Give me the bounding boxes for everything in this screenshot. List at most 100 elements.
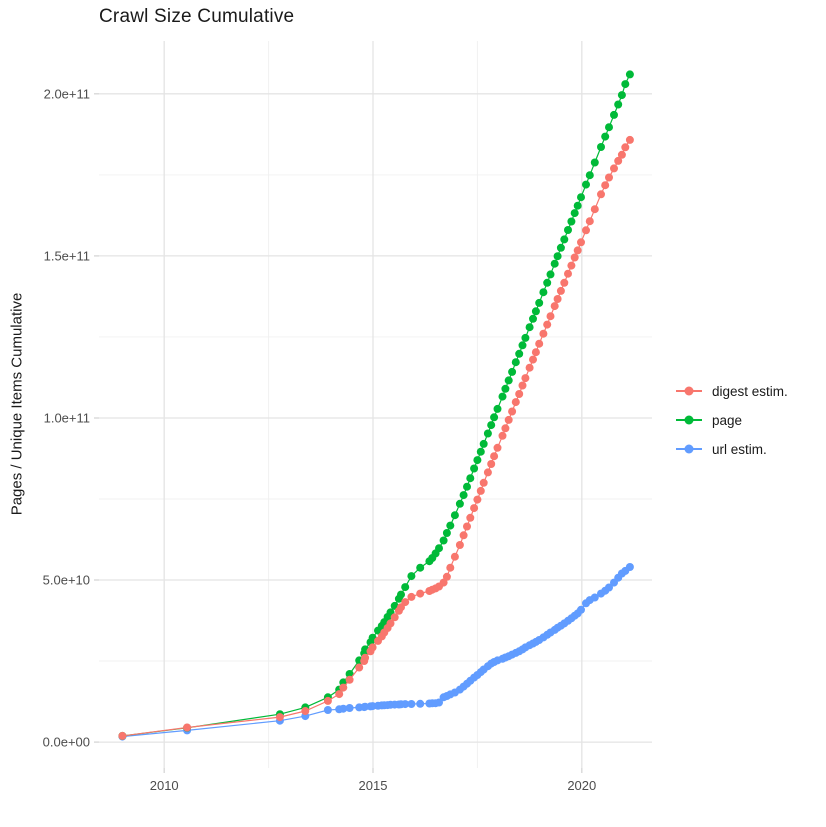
- data-point-page: [397, 590, 405, 599]
- data-point-page: [605, 123, 613, 132]
- data-point-page: [570, 209, 579, 218]
- data-point-digest-estim: [416, 589, 425, 598]
- legend: digest estim. page url estim.: [676, 382, 788, 469]
- data-point-page: [539, 288, 548, 297]
- data-point-digest-estim: [487, 460, 496, 468]
- x-tick-label: 2020: [567, 778, 596, 793]
- legend-item-page: page: [676, 411, 788, 429]
- data-point-digest-estim: [614, 156, 623, 165]
- data-point-page: [450, 511, 459, 520]
- data-point-digest-estim: [521, 374, 530, 383]
- data-point-page: [459, 491, 468, 500]
- data-point-digest-estim: [573, 246, 582, 255]
- data-point-digest-estim: [546, 312, 555, 321]
- data-point-page: [473, 456, 482, 465]
- series-line-url-estim: [122, 566, 631, 738]
- data-point-page: [416, 563, 425, 572]
- data-point-page: [597, 143, 605, 151]
- legend-key-page: [676, 414, 702, 426]
- data-point-digest-estim: [511, 398, 520, 407]
- data-point-url-estim: [407, 700, 416, 708]
- data-point-digest-estim: [470, 504, 479, 513]
- data-point-digest-estim: [597, 190, 605, 199]
- data-point-digest-estim: [368, 643, 377, 652]
- data-point-digest-estim: [539, 329, 548, 338]
- x-tick-label: 2010: [150, 778, 179, 793]
- data-point-page: [521, 333, 530, 342]
- data-point-digest-estim: [543, 320, 552, 329]
- data-point-page: [590, 158, 599, 167]
- data-point-digest-estim: [323, 696, 332, 705]
- data-point-page: [498, 392, 507, 401]
- data-point-digest-estim: [361, 653, 370, 662]
- data-point-digest-estim: [570, 253, 579, 262]
- data-point-digest-estim: [531, 348, 540, 357]
- data-point-digest-estim: [515, 390, 524, 398]
- data-point-digest-estim: [345, 675, 354, 684]
- data-point-page: [546, 270, 555, 279]
- data-point-digest-estim: [390, 613, 399, 622]
- data-point-page: [614, 100, 623, 109]
- data-point-digest-estim: [275, 713, 284, 722]
- data-point-digest-estim: [339, 683, 348, 692]
- data-point-page: [483, 429, 492, 438]
- data-point-digest-estim: [118, 731, 127, 740]
- data-point-url-estim: [323, 706, 332, 714]
- data-point-page: [446, 521, 455, 530]
- data-point-digest-estim: [439, 578, 448, 587]
- data-point-digest-estim: [401, 598, 410, 607]
- data-point-digest-estim: [529, 355, 537, 364]
- x-tick-label: 2015: [359, 778, 388, 793]
- data-point-page: [493, 404, 502, 413]
- data-point-digest-estim: [605, 173, 613, 182]
- data-point-page: [550, 259, 559, 268]
- data-point-page: [401, 583, 410, 592]
- data-point-page: [573, 201, 582, 210]
- data-point-page: [531, 307, 540, 316]
- legend-dot-icon: [684, 444, 694, 454]
- data-point-digest-estim: [493, 443, 502, 452]
- data-point-page: [577, 193, 585, 202]
- chart-title: Crawl Size Cumulative: [99, 6, 295, 27]
- data-point-page: [455, 499, 464, 508]
- data-point-digest-estim: [564, 269, 572, 278]
- data-point-digest-estim: [535, 339, 544, 348]
- data-point-digest-estim: [582, 226, 590, 235]
- data-point-url-estim: [345, 704, 354, 712]
- data-point-page: [535, 298, 544, 307]
- data-point-page: [407, 572, 416, 581]
- data-point-digest-estim: [183, 723, 192, 732]
- data-point-url-estim: [435, 698, 443, 707]
- legend-dot-icon: [684, 386, 694, 396]
- data-point-url-estim: [605, 583, 613, 592]
- data-point-digest-estim: [450, 552, 459, 561]
- y-tick-label: 1.5e+11: [44, 248, 90, 263]
- data-point-digest-estim: [601, 181, 610, 190]
- data-point-page: [439, 536, 448, 545]
- data-point-digest-estim: [625, 135, 634, 144]
- data-point-page: [487, 421, 496, 430]
- data-point-digest-estim: [550, 302, 559, 311]
- data-point-digest-estim: [442, 572, 451, 581]
- y-axis-title: Pages / Unique Items Cumulative: [8, 292, 26, 516]
- data-point-page: [529, 314, 537, 323]
- y-tick-label: 5.0e+10: [43, 573, 90, 588]
- data-point-page: [466, 474, 475, 483]
- data-point-page: [511, 358, 520, 367]
- data-point-page: [470, 464, 479, 473]
- legend-item-url-estim: url estim.: [676, 440, 788, 458]
- data-point-digest-estim: [567, 261, 576, 270]
- y-tick-label: 2.0e+11: [44, 86, 90, 101]
- data-point-page: [463, 482, 471, 491]
- data-point-digest-estim: [508, 407, 517, 416]
- data-point-page: [543, 278, 552, 287]
- data-point-page: [582, 180, 590, 189]
- data-point-digest-estim: [473, 495, 482, 504]
- data-point-digest-estim: [483, 468, 492, 477]
- data-point-digest-estim: [585, 217, 594, 226]
- data-point-page: [518, 341, 527, 350]
- data-point-page: [479, 439, 488, 448]
- data-point-page: [508, 367, 517, 376]
- data-point-page: [501, 384, 510, 393]
- data-point-page: [435, 544, 443, 553]
